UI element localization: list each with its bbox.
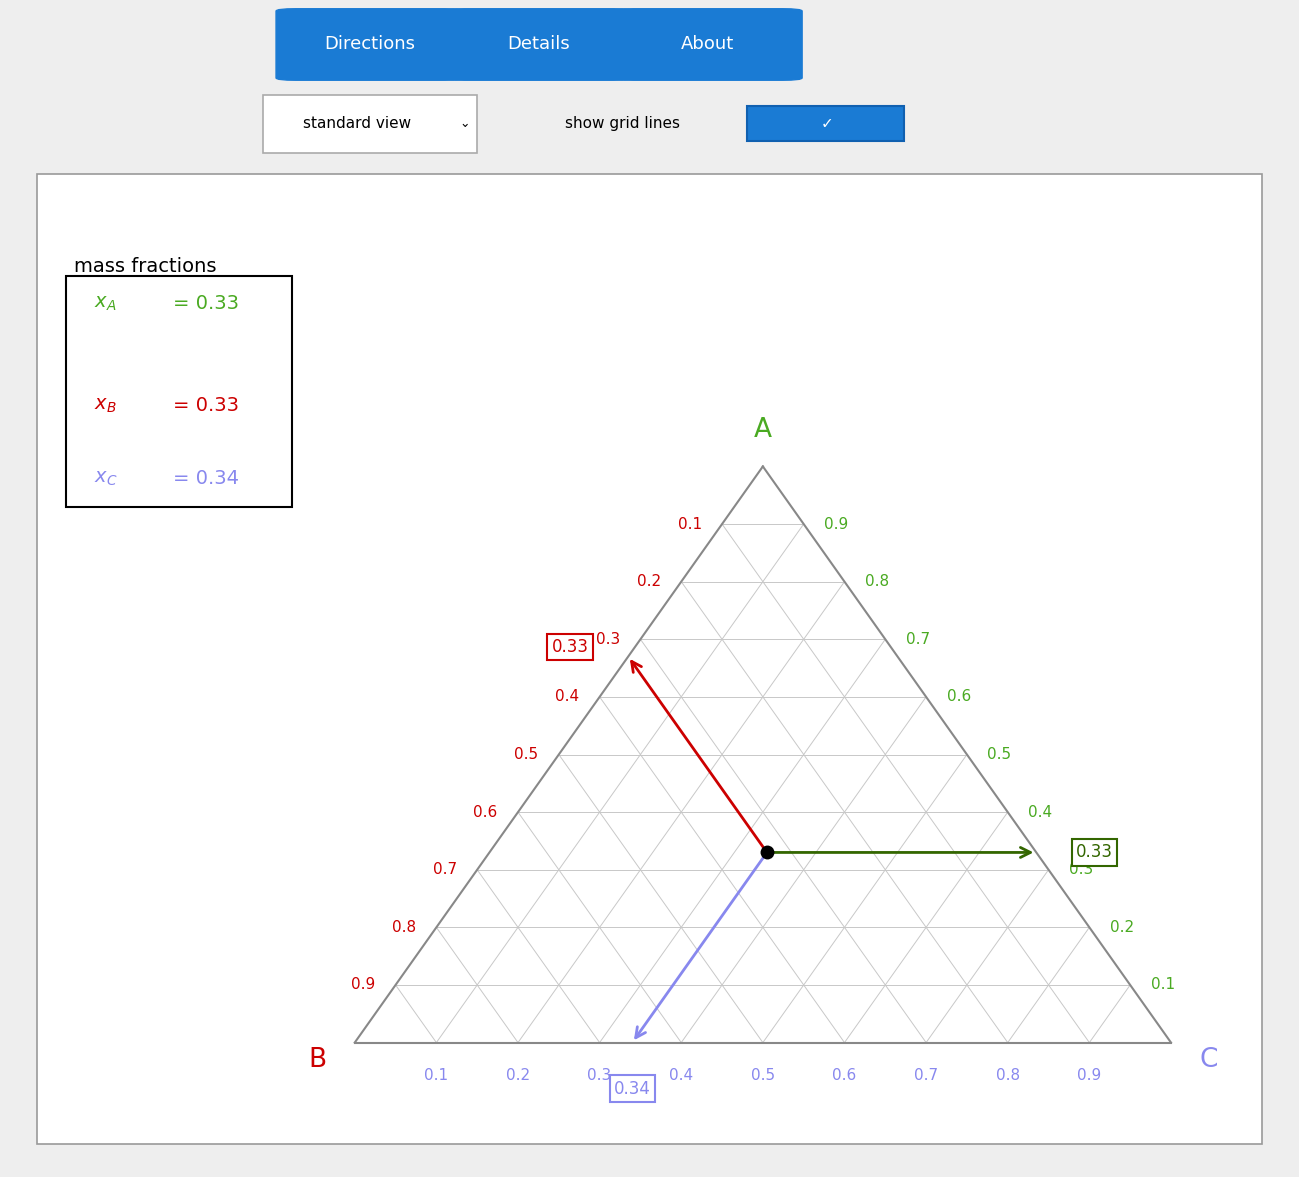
Text: = 0.33: = 0.33 [173, 294, 239, 313]
Text: 0.1: 0.1 [425, 1069, 448, 1084]
Text: 0.3: 0.3 [596, 632, 620, 647]
Text: 0.6: 0.6 [947, 690, 970, 704]
Text: 0.2: 0.2 [637, 574, 661, 590]
Text: mass fractions: mass fractions [74, 258, 216, 277]
Text: 0.1: 0.1 [1151, 977, 1174, 992]
Text: 0.34: 0.34 [614, 1079, 651, 1097]
Text: 0.5: 0.5 [987, 747, 1012, 762]
FancyBboxPatch shape [262, 95, 477, 153]
Text: 0.33: 0.33 [552, 638, 588, 657]
Text: 0.8: 0.8 [995, 1069, 1020, 1084]
Text: 0.2: 0.2 [505, 1069, 530, 1084]
Text: 0.3: 0.3 [587, 1069, 612, 1084]
Text: $x_C$: $x_C$ [94, 470, 117, 488]
Text: 0.7: 0.7 [433, 863, 457, 877]
Text: C: C [1199, 1048, 1217, 1073]
FancyBboxPatch shape [66, 275, 292, 506]
Text: 0.7: 0.7 [914, 1069, 938, 1084]
Text: ✓: ✓ [821, 117, 834, 132]
Text: 0.3: 0.3 [1069, 863, 1094, 877]
Text: 0.8: 0.8 [392, 920, 416, 935]
Text: show grid lines: show grid lines [565, 117, 681, 132]
Text: 0.6: 0.6 [833, 1069, 856, 1084]
Text: 0.8: 0.8 [865, 574, 889, 590]
FancyBboxPatch shape [444, 8, 633, 80]
Text: 0.1: 0.1 [678, 517, 701, 532]
Text: 0.9: 0.9 [1077, 1069, 1102, 1084]
Text: Details: Details [508, 35, 570, 53]
Text: 0.5: 0.5 [514, 747, 538, 762]
Text: 0.7: 0.7 [905, 632, 930, 647]
Text: standard view: standard view [303, 117, 412, 132]
Text: 0.4: 0.4 [555, 690, 579, 704]
Text: ⌄: ⌄ [459, 118, 470, 131]
Text: 0.2: 0.2 [1109, 920, 1134, 935]
Text: Directions: Directions [325, 35, 416, 53]
Text: 0.6: 0.6 [473, 805, 498, 819]
Text: 0.5: 0.5 [751, 1069, 776, 1084]
Text: A: A [753, 418, 772, 444]
Text: $x_B$: $x_B$ [94, 395, 117, 414]
FancyBboxPatch shape [38, 174, 1261, 1144]
Text: 0.9: 0.9 [351, 977, 375, 992]
FancyBboxPatch shape [613, 8, 803, 80]
Text: 0.9: 0.9 [824, 517, 848, 532]
Text: 0.4: 0.4 [1028, 805, 1052, 819]
Text: About: About [682, 35, 734, 53]
Text: $x_A$: $x_A$ [94, 294, 117, 313]
Text: B: B [308, 1048, 326, 1073]
Text: = 0.34: = 0.34 [173, 470, 239, 488]
FancyBboxPatch shape [275, 8, 465, 80]
FancyBboxPatch shape [747, 106, 904, 141]
Text: = 0.33: = 0.33 [173, 395, 239, 414]
Text: 0.33: 0.33 [1076, 844, 1113, 862]
Text: 0.4: 0.4 [669, 1069, 694, 1084]
